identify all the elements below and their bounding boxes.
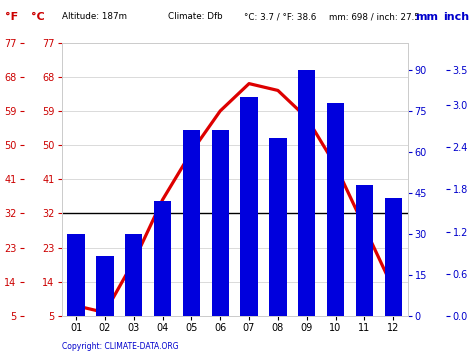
Bar: [154, 201, 171, 316]
Text: °C: °C: [31, 12, 45, 22]
Bar: [67, 234, 85, 316]
Text: Altitude: 187m: Altitude: 187m: [62, 12, 127, 21]
Bar: [182, 130, 200, 316]
Bar: [298, 70, 315, 316]
Bar: [211, 130, 229, 316]
Bar: [356, 185, 373, 316]
Bar: [327, 103, 344, 316]
Bar: [384, 198, 402, 316]
Text: Copyright: CLIMATE-DATA.ORG: Copyright: CLIMATE-DATA.ORG: [62, 343, 178, 351]
Text: inch: inch: [443, 12, 469, 22]
Text: °F: °F: [5, 12, 18, 22]
Bar: [96, 256, 113, 316]
Text: mm: mm: [415, 12, 438, 22]
Bar: [125, 234, 142, 316]
Bar: [269, 138, 286, 316]
Text: mm: 698 / inch: 27.5: mm: 698 / inch: 27.5: [329, 12, 420, 21]
Text: °C: 3.7 / °F: 38.6: °C: 3.7 / °F: 38.6: [244, 12, 316, 21]
Text: Climate: Dfb: Climate: Dfb: [168, 12, 223, 21]
Bar: [240, 97, 258, 316]
